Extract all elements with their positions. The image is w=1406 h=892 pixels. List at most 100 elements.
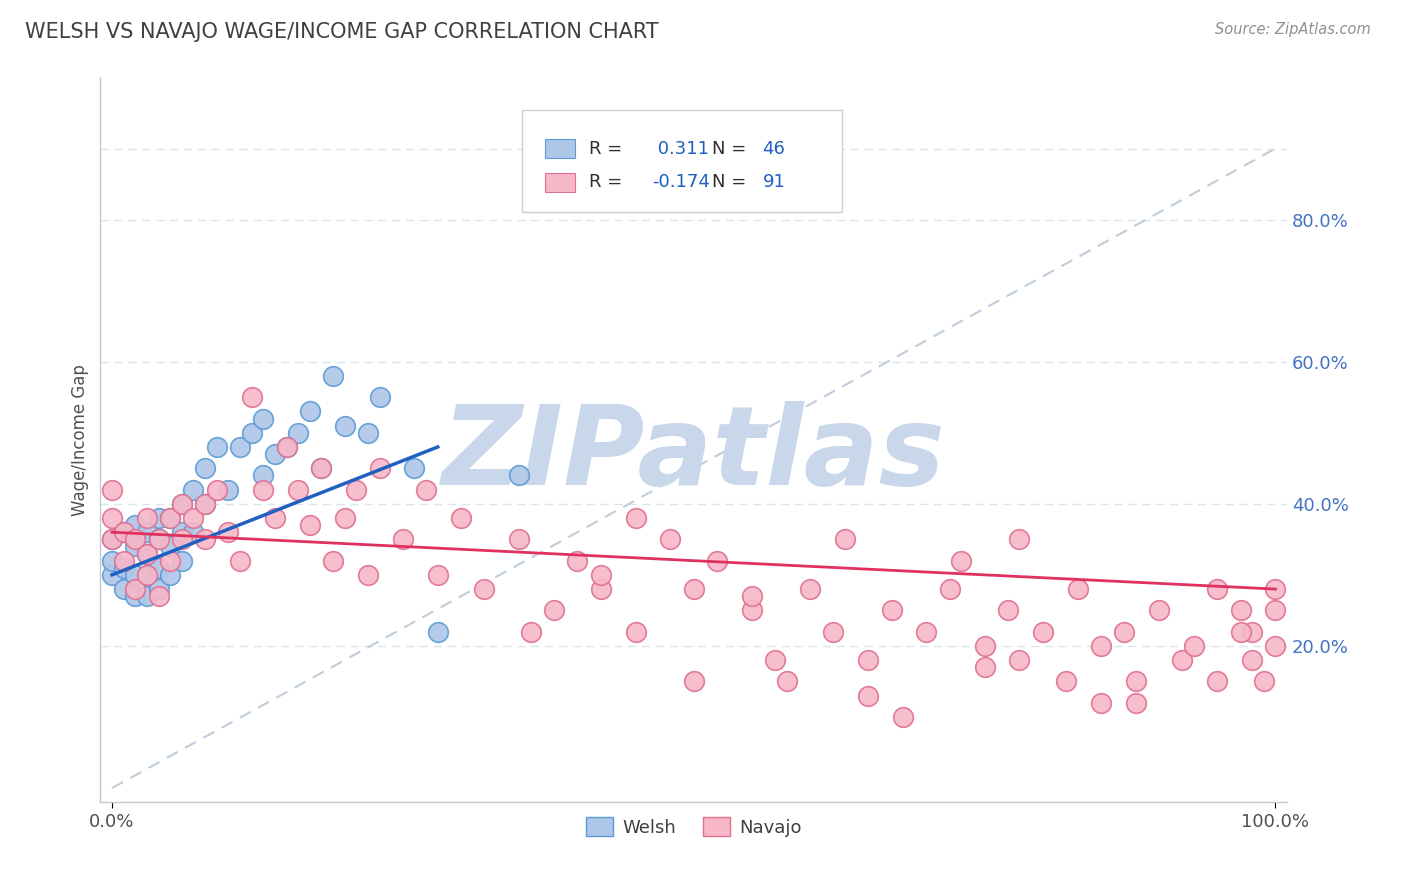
Point <box>229 440 252 454</box>
Point <box>938 582 960 596</box>
Legend: Welsh, Navajo: Welsh, Navajo <box>579 810 808 844</box>
Point <box>159 567 181 582</box>
Point <box>1008 653 1031 667</box>
Point <box>135 567 157 582</box>
Text: ZIPatlas: ZIPatlas <box>441 401 946 508</box>
Point <box>148 582 170 596</box>
Point <box>973 639 995 653</box>
Point <box>1241 624 1264 639</box>
Point <box>415 483 437 497</box>
Point <box>741 589 763 603</box>
Text: WELSH VS NAVAJO WAGE/INCOME GAP CORRELATION CHART: WELSH VS NAVAJO WAGE/INCOME GAP CORRELAT… <box>25 22 659 42</box>
Point <box>1125 674 1147 689</box>
Point <box>194 461 217 475</box>
Point <box>170 497 193 511</box>
Point <box>135 525 157 540</box>
Point <box>101 567 124 582</box>
Point <box>1032 624 1054 639</box>
Point <box>148 533 170 547</box>
Point <box>148 561 170 575</box>
Point <box>124 567 146 582</box>
Text: 46: 46 <box>762 139 786 158</box>
Point <box>170 525 193 540</box>
Point <box>333 418 356 433</box>
Point <box>1066 582 1088 596</box>
Point <box>1264 639 1286 653</box>
Point <box>450 511 472 525</box>
Point <box>159 511 181 525</box>
Point <box>124 533 146 547</box>
Point <box>135 547 157 561</box>
Point <box>1206 674 1229 689</box>
Point <box>997 603 1019 617</box>
Point <box>101 511 124 525</box>
Point <box>263 447 285 461</box>
Point <box>135 567 157 582</box>
Point <box>322 368 344 383</box>
Point <box>217 525 239 540</box>
Point <box>333 511 356 525</box>
Point <box>252 411 274 425</box>
Point <box>472 582 495 596</box>
Point <box>112 554 135 568</box>
Point <box>858 689 880 703</box>
Point <box>311 461 333 475</box>
Point <box>776 674 799 689</box>
FancyBboxPatch shape <box>546 173 575 192</box>
Point <box>194 497 217 511</box>
Point <box>344 483 367 497</box>
Point <box>194 497 217 511</box>
Point <box>112 525 135 540</box>
Text: 91: 91 <box>762 173 786 192</box>
Point <box>624 624 647 639</box>
Text: R =: R = <box>589 139 623 158</box>
Point <box>124 589 146 603</box>
Point <box>357 425 380 440</box>
Point <box>823 624 845 639</box>
Point <box>508 533 530 547</box>
Text: 0.311: 0.311 <box>652 139 709 158</box>
Point <box>392 533 415 547</box>
Point <box>426 567 449 582</box>
Point <box>159 554 181 568</box>
Point <box>229 554 252 568</box>
FancyBboxPatch shape <box>546 139 575 158</box>
Point <box>263 511 285 525</box>
Point <box>287 483 309 497</box>
Point <box>170 533 193 547</box>
Point <box>112 561 135 575</box>
Point <box>1229 624 1251 639</box>
Point <box>659 533 682 547</box>
Point <box>124 518 146 533</box>
Point <box>252 483 274 497</box>
Point <box>589 567 612 582</box>
Point <box>567 554 589 568</box>
Point <box>368 390 391 404</box>
Point <box>240 425 263 440</box>
Point <box>508 468 530 483</box>
Point <box>101 483 124 497</box>
Point <box>624 511 647 525</box>
Point <box>311 461 333 475</box>
Point <box>148 533 170 547</box>
Point <box>404 461 426 475</box>
Point <box>170 554 193 568</box>
Point <box>287 425 309 440</box>
Text: R =: R = <box>589 173 623 192</box>
Point <box>1125 696 1147 710</box>
Point <box>205 483 228 497</box>
Point <box>183 525 205 540</box>
Point <box>915 624 938 639</box>
Point <box>763 653 786 667</box>
Point <box>589 582 612 596</box>
Point <box>1241 653 1264 667</box>
Point <box>170 497 193 511</box>
Point <box>1229 603 1251 617</box>
Point <box>741 603 763 617</box>
Point <box>276 440 298 454</box>
Point <box>368 461 391 475</box>
Point <box>357 567 380 582</box>
Point <box>322 554 344 568</box>
Point <box>112 525 135 540</box>
Point <box>1114 624 1136 639</box>
